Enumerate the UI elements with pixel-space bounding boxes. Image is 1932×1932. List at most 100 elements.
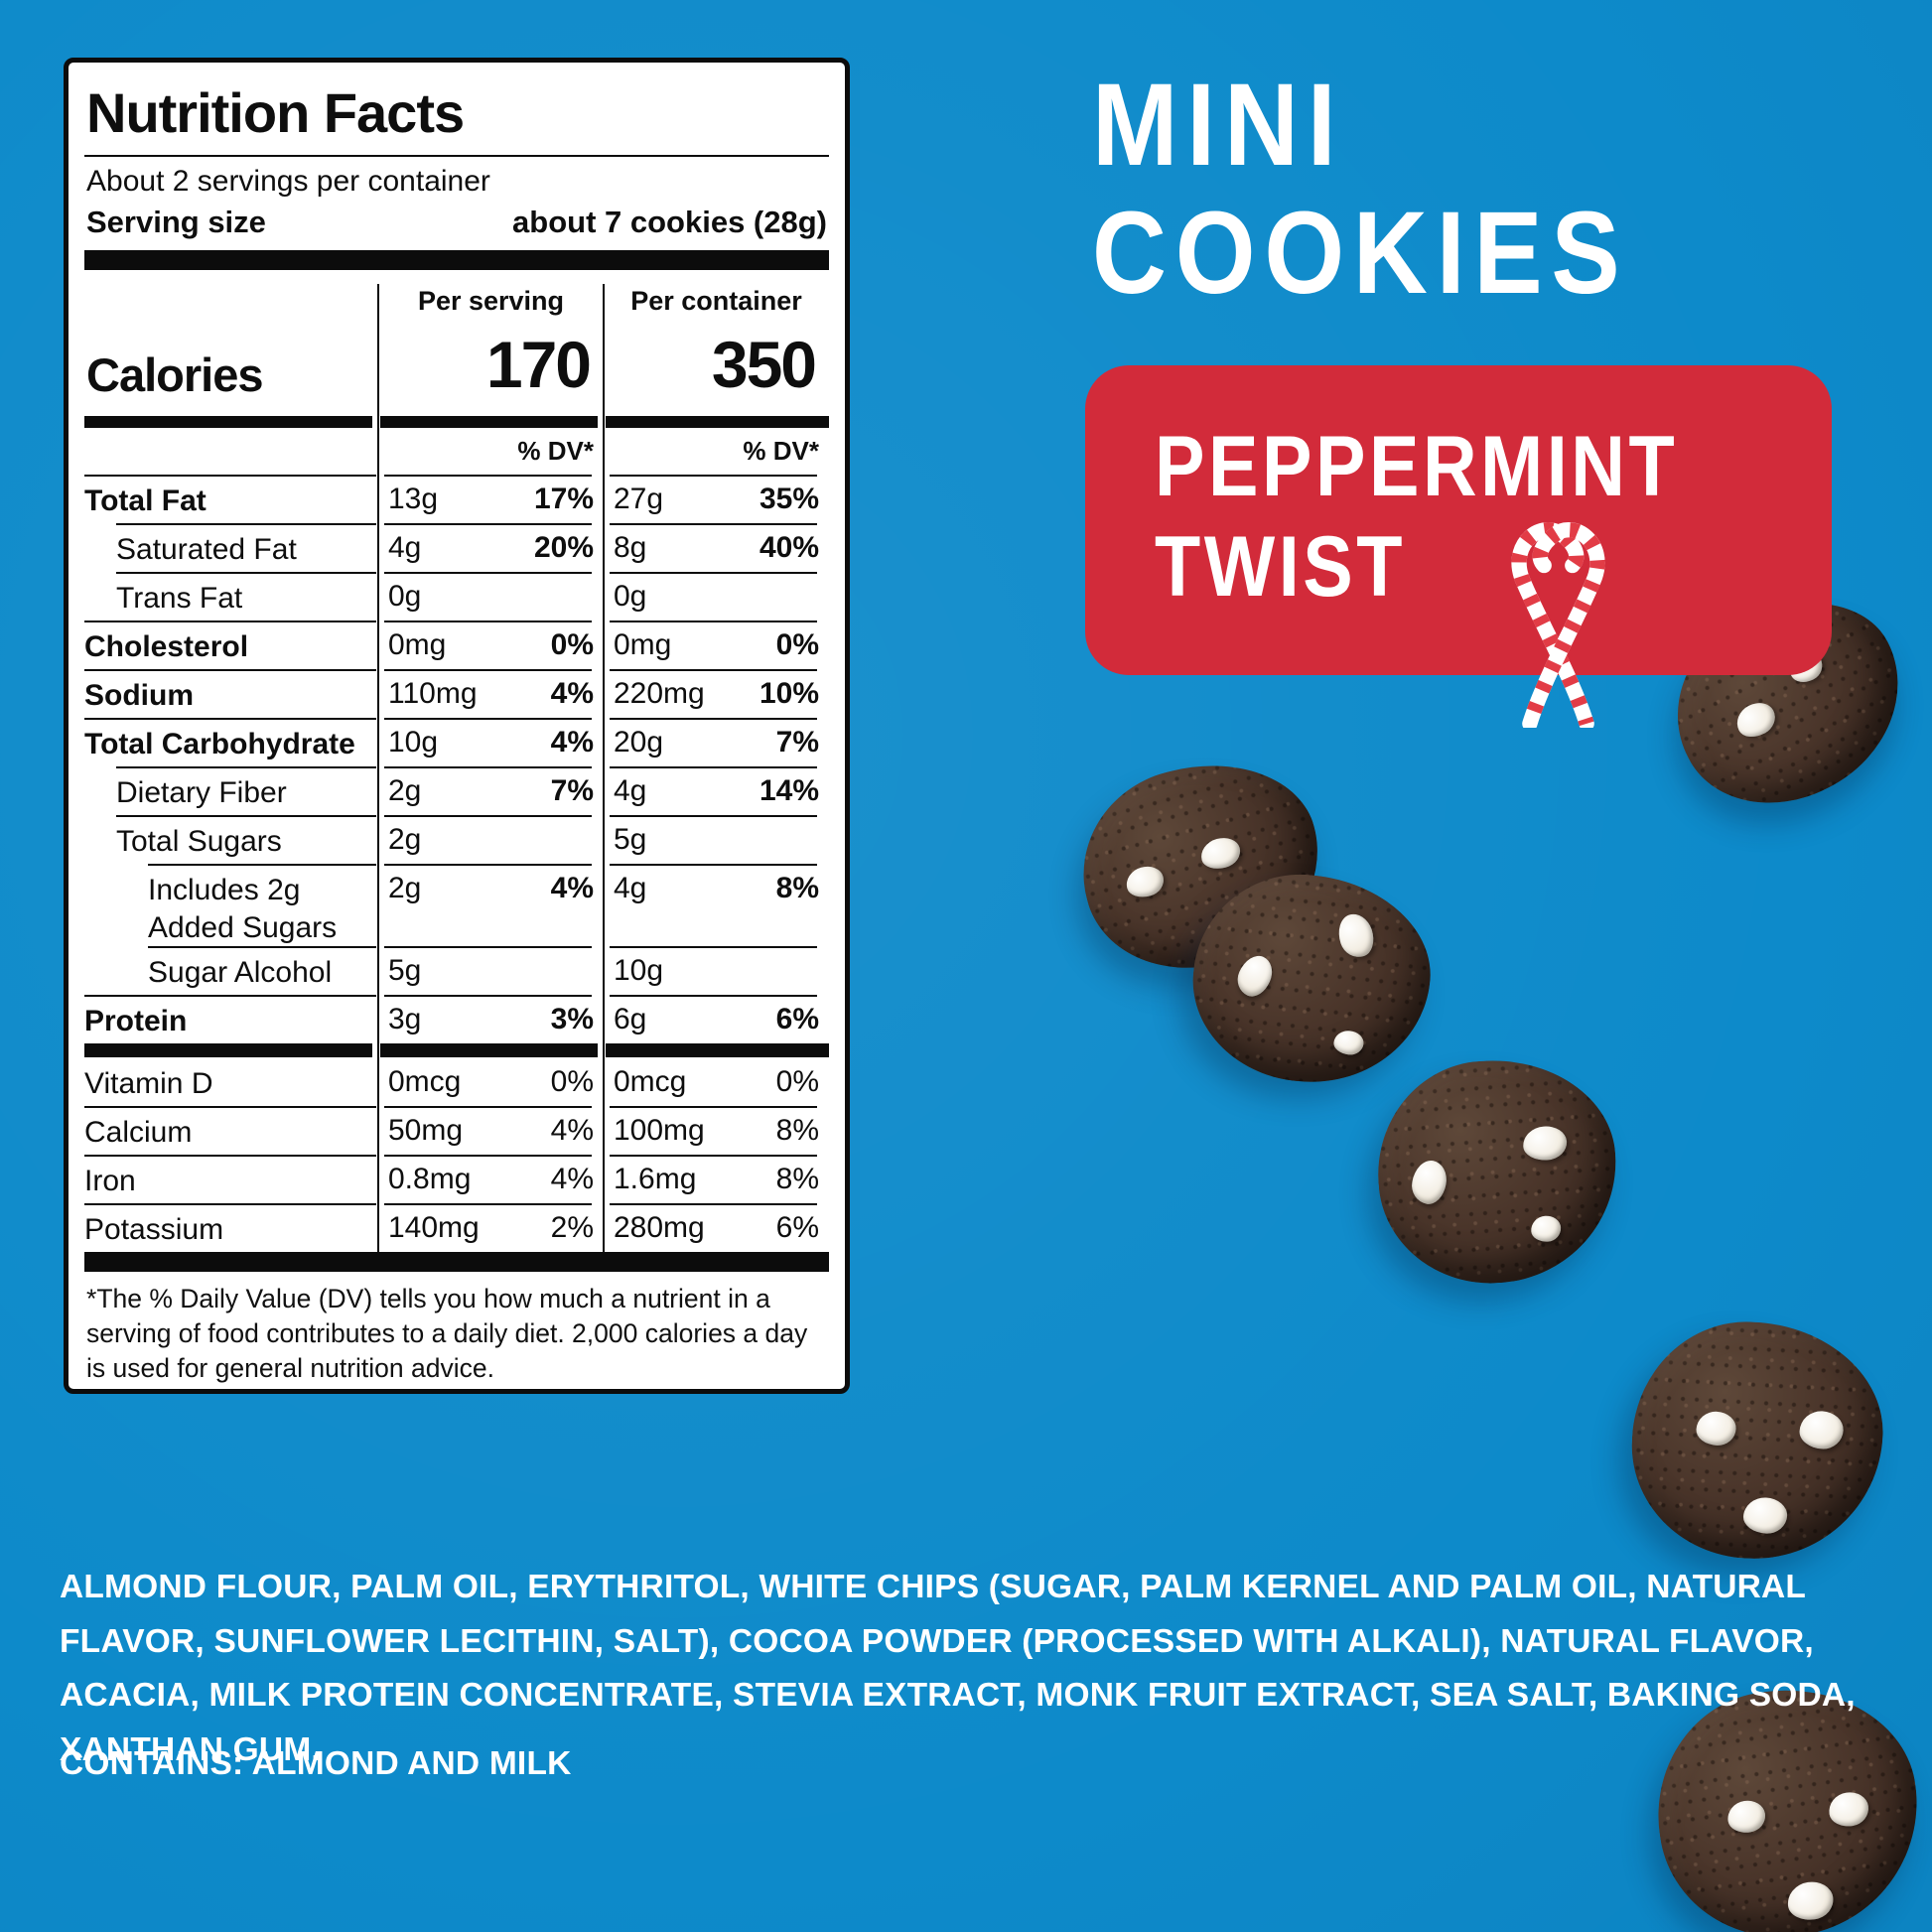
serving-size-row: Serving size about 7 cookies (28g) <box>86 205 827 240</box>
daily-value: 0% <box>550 1065 594 1098</box>
nutrient-row: Total Sugars 2g 5g <box>84 815 829 864</box>
amount: 110mg <box>388 677 478 710</box>
white-chip <box>1730 696 1781 744</box>
nutrient-row: Trans Fat 0g 0g <box>84 572 829 621</box>
daily-value: 8% <box>775 1163 819 1195</box>
nutrient-values: 4g 8% <box>604 864 829 946</box>
nutrient-values: 4g 14% <box>604 766 829 815</box>
serving-size-label: Serving size <box>86 205 266 239</box>
white-chip <box>1530 1214 1563 1243</box>
daily-value: 0% <box>550 628 594 661</box>
amount: 10g <box>614 954 664 987</box>
white-chip <box>1332 1029 1365 1056</box>
amount: 20g <box>614 726 664 759</box>
product-title-line2: COOKIES <box>1092 187 1629 319</box>
dv-header-serving: % DV* <box>517 436 594 466</box>
nutrient-values: 0g <box>378 572 604 621</box>
amount: 3g <box>388 1003 422 1035</box>
nutrient-row: Saturated Fat 4g 20% 8g 40% <box>84 523 829 572</box>
bottom-divider-bar <box>84 1252 829 1272</box>
nutrient-values: 6g 6% <box>604 995 829 1043</box>
amount: 0g <box>614 580 647 613</box>
nutrient-values: 220mg 10% <box>604 669 829 718</box>
amount: 6g <box>614 1003 647 1035</box>
daily-value: 7% <box>550 774 594 807</box>
nutrient-values: 3g 3% <box>378 995 604 1043</box>
divider <box>84 155 829 157</box>
product-title-line1: MINI <box>1092 60 1345 191</box>
daily-value: 6% <box>775 1211 819 1244</box>
nutrient-row: Potassium 140mg 2% 280mg 6% <box>84 1203 829 1252</box>
dv-footnote: *The % Daily Value (DV) tells you how mu… <box>86 1284 808 1383</box>
nutrient-values: 5g <box>378 946 604 995</box>
nutrient-values: 2g 4% <box>378 864 604 946</box>
nutrient-row: Calcium 50mg 4% 100mg 8% <box>84 1106 829 1155</box>
nutrition-facts-title: Nutrition Facts <box>86 81 465 144</box>
amount: 4g <box>614 872 647 904</box>
amount: 2g <box>388 823 422 856</box>
medium-divider-bar <box>84 416 829 428</box>
nutrient-values: 1.6mg 8% <box>604 1155 829 1203</box>
ingredients-statement: ALMOND FLOUR, PALM OIL, ERYTHRITOL, WHIT… <box>60 1569 1856 1768</box>
column-divider <box>603 284 605 1252</box>
nutrient-values: 5g <box>604 815 829 864</box>
amount: 2g <box>388 774 422 807</box>
nutrient-values: 4g 20% <box>378 523 604 572</box>
nutrient-name: Iron <box>84 1155 378 1203</box>
nutrient-values: 100mg 8% <box>604 1106 829 1155</box>
amount: 140mg <box>388 1211 480 1244</box>
daily-value: 6% <box>775 1003 819 1035</box>
white-chip <box>1197 833 1244 874</box>
column-headers: Per serving Per container <box>84 284 829 321</box>
white-chip <box>1785 1878 1836 1923</box>
nutrient-row: Cholesterol 0mg 0% 0mg 0% <box>84 621 829 669</box>
flavor-line2: TWIST <box>1155 519 1406 616</box>
calories-label: Calories <box>86 348 263 401</box>
nutrient-values: 13g 17% <box>378 475 604 523</box>
amount: 13g <box>388 483 439 515</box>
nutrient-row: Sodium 110mg 4% 220mg 10% <box>84 669 829 718</box>
amount: 8g <box>614 531 647 564</box>
daily-value: 4% <box>550 726 594 759</box>
nutrition-table: Per serving Per container Calories 170 3… <box>84 284 829 1272</box>
amount: 50mg <box>388 1114 464 1147</box>
nutrient-values: 110mg 4% <box>378 669 604 718</box>
white-chip <box>1695 1410 1737 1447</box>
amount: 220mg <box>614 677 705 710</box>
macro-nutrient-rows: Total Fat 13g 17% 27g 35% Saturated Fat 4g 20% 8… <box>84 475 829 1043</box>
white-chip <box>1231 950 1279 1002</box>
nutrient-values: 0g <box>604 572 829 621</box>
daily-value: 4% <box>550 677 594 710</box>
flavor-line1: PEPPERMINT <box>1155 419 1679 514</box>
nutrient-row: Sugar Alcohol 5g 10g <box>84 946 829 995</box>
nutrient-values: 8g 40% <box>604 523 829 572</box>
amount: 0g <box>388 580 422 613</box>
nutrient-name: Potassium <box>84 1203 378 1252</box>
nutrient-row: Total Fat 13g 17% 27g 35% <box>84 475 829 523</box>
nutrient-row: Total Carbohydrate 10g 4% 20g 7% <box>84 718 829 766</box>
nutrient-name: Protein <box>84 995 378 1043</box>
mid-divider-bar <box>84 1043 829 1057</box>
nutrient-name: Total Fat <box>84 475 378 523</box>
daily-value: 0% <box>775 1065 819 1098</box>
nutrient-name: Sugar Alcohol <box>84 946 378 995</box>
daily-value: 8% <box>775 1114 819 1147</box>
nutrient-values: 280mg 6% <box>604 1203 829 1252</box>
nutrient-values: 2g 7% <box>378 766 604 815</box>
amount: 280mg <box>614 1211 705 1244</box>
nutrient-values: 0mcg 0% <box>378 1057 604 1106</box>
micro-nutrient-rows: Vitamin D 0mcg 0% 0mcg 0% Calcium 50mg 4% 100mg 8… <box>84 1057 829 1252</box>
candy-canes-icon <box>1511 522 1605 728</box>
nutrient-values: 10g <box>604 946 829 995</box>
amount: 1.6mg <box>614 1163 697 1195</box>
amount: 0mcg <box>388 1065 462 1098</box>
nutrient-row: Includes 2g Added Sugars 2g 4% 4g 8% <box>84 864 829 946</box>
white-chip <box>1332 909 1379 962</box>
white-chip <box>1742 1496 1788 1535</box>
nutrient-name: Calcium <box>84 1106 378 1155</box>
dv-header-container: % DV* <box>743 436 819 466</box>
serving-size-value: about 7 cookies (28g) <box>512 205 827 239</box>
servings-per-container: About 2 servings per container <box>86 165 490 198</box>
cookie-image <box>1625 1315 1889 1566</box>
